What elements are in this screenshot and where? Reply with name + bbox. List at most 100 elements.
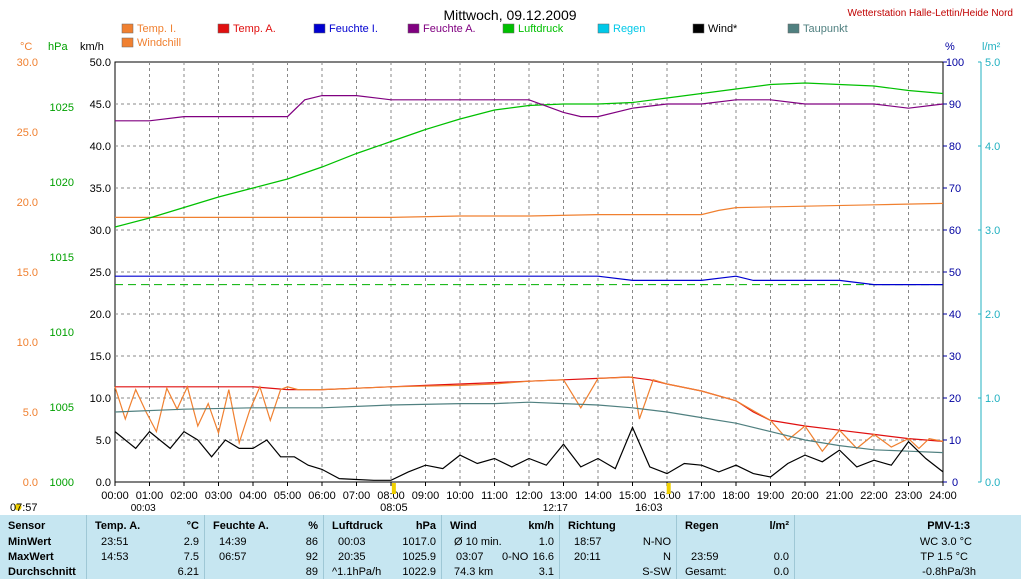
pressure-tick-label: 1020 [50,177,74,189]
temp-unit-label: °C [20,41,32,53]
series-line [114,82,944,228]
legend-swatch [502,23,515,34]
legend-swatch [313,23,326,34]
temp-a-avg-val: 6.21 [177,566,199,578]
direction-r2-time: 20:11 [574,551,601,563]
x-tick-label: 17:00 [688,490,716,502]
pressure-unit: hPa [415,520,436,532]
legend-swatch [787,23,800,34]
pmv-trend: -0.8hPa/3h [922,566,976,578]
min-label: MinWert [8,536,52,548]
x-tick-label: 19:00 [757,490,785,502]
humidity-tick-label: 50 [949,267,961,279]
x-tick-label: 11:00 [481,490,508,502]
wind-tick-label: 50.0 [90,57,111,69]
direction-header: Richtung [568,520,616,532]
humidity-tick-label: 30 [949,351,961,363]
wind-unit-label: km/h [80,41,104,53]
x-tick-label: 14:00 [584,490,612,502]
humidity-tick-label: 40 [949,309,961,321]
legend-swatch [121,23,134,34]
direction-col: Richtung 18:57 N-NO 20:11 N S-SW [559,515,677,579]
x-tick-label: 18:00 [722,490,750,502]
series-line [115,202,944,218]
x-tick-label: 02:00 [170,490,198,502]
temp-a-header: Temp. A. [95,520,141,532]
wind-max-dir: 0-NO [502,551,529,563]
stats-panel: Sensor MinWert MaxWert Durchschnitt Temp… [0,515,1021,579]
humidity-tick-label: 0 [952,477,958,489]
sun-marker [666,483,671,494]
rain-tick-label: 4.0 [985,141,1000,153]
rain-tick-label: 5.0 [985,57,1000,69]
direction-r2-dir: N [663,551,671,563]
legend-label: Temp. I. [137,23,176,35]
pmv-col: PMV-1:3 WC 3.0 °C TP 1.5 °C -0.8hPa/3h [794,515,1021,579]
avg-label: Durchschnitt [8,566,76,578]
humidity-a-col: Feuchte A. % 14:39 86 06:57 92 89 [204,515,324,579]
x-tick-label: 21:00 [826,490,854,502]
rain-tick-label: 2.0 [985,309,1000,321]
humidity-tick-label: 60 [949,225,961,237]
legend-label: Feuchte A. [423,23,476,35]
wind-avg10-val: 1.0 [538,536,554,548]
humidity-a-unit: % [308,520,318,532]
pressure-col: Luftdruck hPa 00:03 1017.0 20:35 1025.9 … [323,515,442,579]
pressure-tick-label: 1025 [50,102,74,114]
rain-col: Regen l/m² 23:59 0.0 Gesamt: 0.0 [676,515,795,579]
humidity-tick-label: 80 [949,141,961,153]
wind-tick-label: 25.0 [90,267,111,279]
x-tick-label: 09:00 [412,490,440,502]
pressure-unit-label: hPa [48,41,68,53]
legend-label: Feuchte I. [329,23,378,35]
series-line [115,94,944,122]
x-tick-label: 24:00 [929,490,957,502]
wind-unit: km/h [528,520,554,532]
humidity-tick-label: 70 [949,183,961,195]
sensor-header: Sensor [8,520,46,532]
humidity-a-min-val: 86 [305,536,318,548]
rain-total-label: Gesamt: [685,566,727,578]
pressure-tick-label: 1015 [50,252,74,264]
humidity-a-max-val: 92 [305,551,318,563]
rain-total-val: 0.0 [773,566,789,578]
rain-header: Regen [685,520,719,532]
wind-tick-label: 10.0 [90,393,111,405]
x-tick-label: 12:00 [515,490,543,502]
sun-marker-time: 08:05 [380,502,408,512]
humidity-a-avg-val: 89 [305,566,318,578]
temp-a-min-time: 23:51 [101,536,129,548]
rain-tick-label: 1.0 [985,393,1000,405]
wind-tick-label: 30.0 [90,225,111,237]
pressure-tick-label: 1010 [50,327,74,339]
series-line [114,425,944,481]
pressure-tick-label: 1000 [50,477,74,489]
humidity-tick-label: 100 [946,57,964,69]
legend-label: Regen [613,23,645,35]
pressure-min-time: 00:03 [338,536,366,548]
wind-tick-label: 15.0 [90,351,111,363]
pressure-avg-val: 1022.9 [402,566,436,578]
chart-area: Mittwoch, 09.12.2009 Wetterstation Halle-… [10,7,1013,512]
wind-max-time: 03:07 [456,551,484,563]
legend-label: Wind* [708,23,738,35]
wind-tick-label: 45.0 [90,99,111,111]
wind-distance: 74.3 km [454,566,494,578]
wind-tick-label: 20.0 [90,309,111,321]
humidity-a-min-time: 14:39 [219,536,247,548]
x-tick-label: 10:00 [446,490,474,502]
humidity-tick-label: 90 [949,99,961,111]
x-tick-label: 03:00 [205,490,233,502]
humidity-unit-label: % [945,41,955,53]
x-tick-label: 13:00 [550,490,578,502]
temp-tick-label: 20.0 [17,197,38,209]
moon-marker-time: 00:03 [131,503,156,512]
pressure-max-val: 1025.9 [402,551,436,563]
x-tick-label: 01:00 [136,490,164,502]
x-tick-label: 20:00 [791,490,819,502]
series-line [114,401,944,454]
legend-swatch [597,23,610,34]
legend-label: Windchill [137,37,181,49]
moon-marker-time-2: 12:17 [543,503,568,512]
temp-tick-label: 25.0 [17,127,38,139]
